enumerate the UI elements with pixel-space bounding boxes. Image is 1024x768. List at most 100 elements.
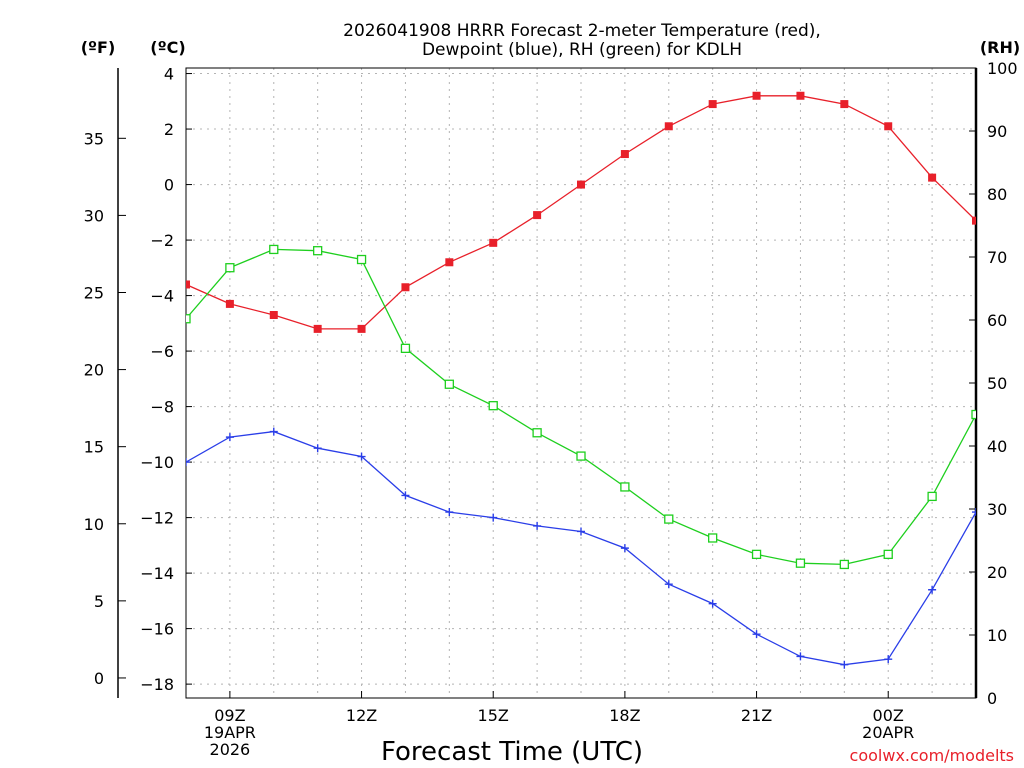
temperature-point-2 bbox=[269, 311, 278, 320]
dewpoint-point-2 bbox=[269, 427, 278, 436]
temperature-point-16 bbox=[884, 122, 893, 131]
fahrenheit-unit-label: (ºF) bbox=[81, 38, 116, 57]
rh-tick-label-8: 20 bbox=[987, 563, 1007, 582]
rh-point-11 bbox=[664, 514, 674, 524]
temperature-point-7 bbox=[489, 238, 498, 247]
fahrenheit-tick-label-2: 25 bbox=[84, 283, 104, 302]
rh-tick-label-10: 0 bbox=[987, 689, 997, 708]
celsius-tick-label-9: −14 bbox=[140, 564, 174, 583]
temperature-point-3 bbox=[313, 324, 322, 333]
dewpoint-point-18 bbox=[972, 508, 976, 517]
fahrenheit-tick-label-7: 0 bbox=[94, 669, 104, 688]
dewpoint-point-11 bbox=[664, 580, 673, 589]
rh-point-14 bbox=[795, 558, 806, 568]
x-tick-label-3-0: 18Z bbox=[609, 706, 640, 725]
rh-point-17 bbox=[927, 491, 937, 502]
temperature-series bbox=[186, 91, 976, 333]
rh-tick-label-5: 50 bbox=[987, 374, 1007, 393]
dewpoint-point-10 bbox=[620, 544, 629, 553]
axis-ticks: 420−2−4−6−8−10−12−14−16−1835302520151050… bbox=[84, 59, 1018, 759]
fahrenheit-tick-label-4: 15 bbox=[84, 438, 104, 457]
dewpoint-point-7 bbox=[489, 513, 498, 522]
celsius-tick-label-8: −12 bbox=[140, 509, 174, 528]
celsius-tick-label-6: −8 bbox=[150, 398, 174, 417]
celsius-tick-label-5: −6 bbox=[150, 342, 174, 361]
dewpoint-point-8 bbox=[533, 521, 542, 530]
x-tick-label-2-0: 15Z bbox=[478, 706, 509, 725]
dewpoint-point-4 bbox=[357, 452, 366, 461]
fahrenheit-tick-label-3: 20 bbox=[84, 361, 104, 380]
temperature-point-12 bbox=[708, 100, 717, 109]
rh-point-18 bbox=[971, 409, 976, 420]
rh-point-3 bbox=[313, 246, 323, 256]
rh-tick-label-1: 90 bbox=[987, 122, 1007, 141]
fahrenheit-tick-label-1: 30 bbox=[84, 206, 104, 225]
rh-point-9 bbox=[576, 451, 586, 461]
rh-tick-label-3: 70 bbox=[987, 248, 1007, 267]
celsius-tick-label-1: 2 bbox=[164, 120, 174, 139]
celsius-unit-label: (ºC) bbox=[150, 38, 185, 57]
chart-title-line-2: Dewpoint (blue), RH (green) for KDLH bbox=[422, 40, 742, 60]
temperature-point-18 bbox=[972, 216, 976, 225]
celsius-tick-label-2: 0 bbox=[164, 176, 174, 195]
rh-series bbox=[186, 244, 976, 570]
rh-tick-label-0: 100 bbox=[987, 59, 1018, 78]
temperature-point-5 bbox=[401, 283, 410, 292]
rh-point-7 bbox=[488, 401, 498, 411]
x-tick-label-5-1: 20APR bbox=[862, 723, 914, 742]
celsius-tick-label-4: −4 bbox=[150, 287, 174, 306]
rh-unit-label: (RH) bbox=[980, 38, 1020, 57]
rh-point-13 bbox=[751, 549, 762, 560]
dewpoint-point-1 bbox=[225, 433, 234, 442]
dewpoint-series bbox=[186, 427, 976, 669]
rh-point-8 bbox=[532, 428, 542, 438]
dewpoint-point-16 bbox=[884, 655, 893, 664]
data-series bbox=[186, 91, 976, 669]
celsius-tick-label-7: −10 bbox=[140, 453, 174, 472]
credit-link[interactable]: coolwx.com/modelts bbox=[850, 746, 1014, 765]
dewpoint-point-14 bbox=[796, 652, 805, 661]
x-tick-label-0-2: 2026 bbox=[210, 740, 251, 759]
rh-point-15 bbox=[839, 559, 849, 570]
dewpoint-point-0 bbox=[186, 458, 190, 467]
x-tick-label-0-0: 09Z bbox=[214, 706, 245, 725]
temperature-point-17 bbox=[928, 173, 937, 182]
dewpoint-point-17 bbox=[928, 585, 937, 594]
celsius-tick-label-3: −2 bbox=[150, 231, 174, 250]
celsius-tick-label-0: 4 bbox=[164, 65, 174, 84]
rh-point-1 bbox=[225, 263, 235, 273]
gridlines bbox=[186, 68, 976, 698]
temperature-point-4 bbox=[357, 324, 366, 333]
dewpoint-point-3 bbox=[313, 444, 322, 453]
rh-point-0 bbox=[186, 314, 191, 324]
x-tick-label-5-0: 00Z bbox=[873, 706, 904, 725]
celsius-tick-label-11: −18 bbox=[140, 675, 174, 694]
rh-point-6 bbox=[444, 379, 454, 389]
rh-tick-label-7: 30 bbox=[987, 500, 1007, 519]
temperature-point-10 bbox=[620, 150, 629, 159]
rh-point-2 bbox=[269, 244, 279, 255]
dewpoint-point-5 bbox=[401, 491, 410, 500]
x-tick-label-1-0: 12Z bbox=[346, 706, 377, 725]
rh-tick-label-4: 60 bbox=[987, 311, 1007, 330]
temperature-point-8 bbox=[533, 211, 542, 220]
fahrenheit-tick-label-6: 5 bbox=[94, 592, 104, 611]
celsius-tick-label-10: −16 bbox=[140, 620, 174, 639]
fahrenheit-tick-label-0: 35 bbox=[84, 129, 104, 148]
dewpoint-point-13 bbox=[752, 630, 761, 639]
chart-title-line-1: 2026041908 HRRR Forecast 2-meter Tempera… bbox=[343, 21, 821, 41]
temperature-point-0 bbox=[186, 280, 190, 289]
dewpoint-point-12 bbox=[708, 599, 717, 608]
rh-point-10 bbox=[620, 482, 630, 492]
x-tick-label-4-0: 21Z bbox=[741, 706, 772, 725]
x-tick-label-0-1: 19APR bbox=[204, 723, 256, 742]
x-axis-title: Forecast Time (UTC) bbox=[381, 737, 643, 767]
rh-point-12 bbox=[708, 533, 718, 543]
temperature-point-1 bbox=[225, 299, 234, 308]
rh-point-4 bbox=[356, 254, 367, 265]
temperature-point-6 bbox=[445, 258, 454, 267]
rh-point-5 bbox=[400, 343, 411, 354]
fahrenheit-tick-label-5: 10 bbox=[84, 515, 104, 534]
rh-tick-label-6: 40 bbox=[987, 437, 1007, 456]
